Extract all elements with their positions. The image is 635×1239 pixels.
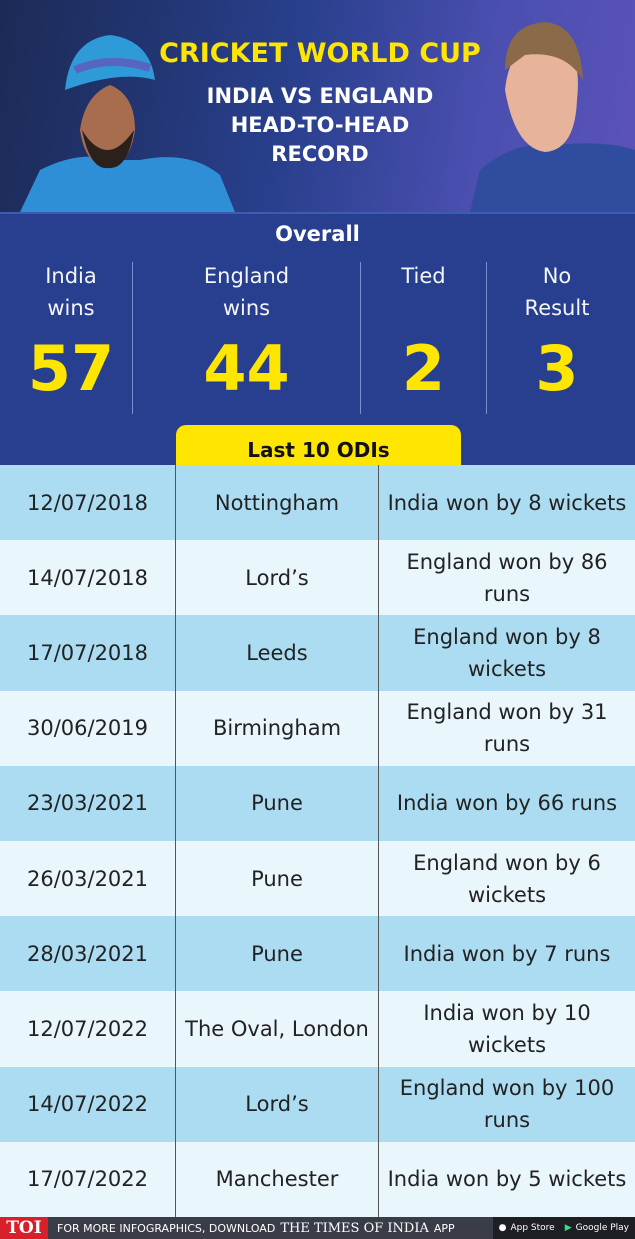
venue-cell: Leeds	[176, 615, 379, 691]
subtitle-line: HEAD-TO-HEAD	[230, 113, 410, 137]
stat-value: 3	[535, 332, 579, 405]
venue-cell: Lord’s	[176, 1066, 379, 1142]
divider	[132, 262, 133, 414]
stat-value: 57	[27, 332, 115, 405]
table-row: 12/07/2018 Nottingham India won by 8 wicke…	[0, 465, 635, 541]
overall-label: Overall	[275, 222, 360, 246]
stat-india-wins: India wins 57	[10, 260, 132, 404]
date-cell: 23/03/2021	[0, 765, 176, 841]
venue-cell: Pune	[176, 916, 379, 992]
google-play-icon: ▶	[564, 1223, 572, 1233]
google-play-link[interactable]: Google Play	[575, 1223, 629, 1233]
stat-value: 44	[203, 332, 290, 405]
subtitle-line: RECORD	[271, 142, 369, 166]
table-row: 12/07/2022 The Oval, London India won by 1…	[0, 991, 635, 1067]
result-cell: England won by 8 wickets	[413, 624, 601, 681]
footer-brand: THE TIMES OF INDIA	[280, 1220, 429, 1236]
result-cell: India won by 10 wickets	[423, 1000, 591, 1057]
date-cell: 14/07/2018	[0, 540, 176, 616]
england-player-photo	[470, 22, 635, 212]
result-cell: India won by 5 wickets	[387, 1167, 627, 1192]
stat-tied: Tied 2	[361, 260, 486, 404]
footer: TOI FOR MORE INFOGRAPHICS, DOWNLOAD THE …	[0, 1217, 635, 1239]
footer-text: FOR MORE INFOGRAPHICS, DOWNLOAD	[57, 1221, 276, 1235]
toi-logo: TOI	[0, 1217, 48, 1239]
date-cell: 12/07/2022	[0, 991, 176, 1067]
stat-label: wins	[47, 296, 95, 320]
result-cell: England won by 31 runs	[406, 700, 608, 757]
result-cell: England won by 86 runs	[406, 549, 608, 606]
title: CRICKET WORLD CUP	[159, 38, 481, 69]
stat-label: No	[542, 264, 572, 288]
stat-label: England	[203, 264, 290, 288]
last-10-odis-label: Last 10 ODIs	[176, 425, 461, 467]
stat-value: 2	[401, 332, 446, 405]
app-store-link[interactable]: App Store	[510, 1223, 555, 1233]
header-banner: CRICKET WORLD CUP INDIA VS ENGLAND HEAD-…	[0, 0, 635, 212]
result-cell: India won by 8 wickets	[387, 490, 627, 515]
table-row: 30/06/2019 Birmingham England won by 31 ru…	[0, 690, 635, 766]
overall-stats: Overall India wins 57 England wins 44 Tied…	[0, 212, 635, 467]
stat-label: India	[45, 264, 97, 288]
date-cell: 17/07/2018	[0, 615, 176, 691]
stat-label: Tied	[401, 264, 446, 288]
table-row: 14/07/2022 Lord’s England won by 100 runs	[0, 1066, 635, 1142]
stat-england-wins: England wins 44	[133, 260, 360, 404]
stat-no-result: No Result 3	[487, 260, 627, 404]
date-cell: 12/07/2018	[0, 465, 176, 541]
divider	[360, 262, 361, 414]
stat-label: wins	[222, 296, 271, 320]
result-cell: India won by 7 runs	[403, 941, 611, 966]
subtitle-line: INDIA VS ENGLAND	[206, 84, 434, 108]
result-cell: India won by 66 runs	[396, 791, 618, 816]
divider	[486, 262, 487, 414]
date-cell: 28/03/2021	[0, 916, 176, 992]
results-table: 12/07/2018 Nottingham India won by 8 wicke…	[0, 465, 635, 1217]
table-row: 17/07/2018 Leeds England won by 8 wickets	[0, 615, 635, 691]
venue-cell: Birmingham	[176, 690, 379, 766]
table-row: 28/03/2021 Pune India won by 7 runs	[0, 916, 635, 992]
table-row: 17/07/2022 Manchester India won by 5 wicke…	[0, 1141, 635, 1217]
stat-label: Result	[524, 296, 590, 320]
venue-cell: Manchester	[176, 1141, 379, 1217]
subtitle: INDIA VS ENGLAND HEAD-TO-HEAD RECORD	[140, 82, 500, 169]
table-row: 23/03/2021 Pune India won by 66 runs	[0, 765, 635, 841]
venue-cell: Lord’s	[176, 540, 379, 616]
india-player-photo	[20, 35, 235, 212]
date-cell: 17/07/2022	[0, 1141, 176, 1217]
venue-cell: Pune	[176, 765, 379, 841]
result-cell: England won by 6 wickets	[413, 850, 601, 907]
apple-icon: ●	[498, 1223, 507, 1233]
venue-cell: Nottingham	[176, 465, 379, 541]
result-cell: England won by 100 runs	[399, 1076, 615, 1133]
date-cell: 26/03/2021	[0, 840, 176, 917]
footer-app: APP	[433, 1221, 455, 1235]
table-row: 26/03/2021 Pune England won by 6 wickets	[0, 840, 635, 917]
venue-cell: Pune	[176, 840, 379, 917]
date-cell: 14/07/2022	[0, 1066, 176, 1142]
table-row: 14/07/2018 Lord’s England won by 86 runs	[0, 540, 635, 616]
date-cell: 30/06/2019	[0, 690, 176, 766]
venue-cell: The Oval, London	[176, 991, 379, 1067]
